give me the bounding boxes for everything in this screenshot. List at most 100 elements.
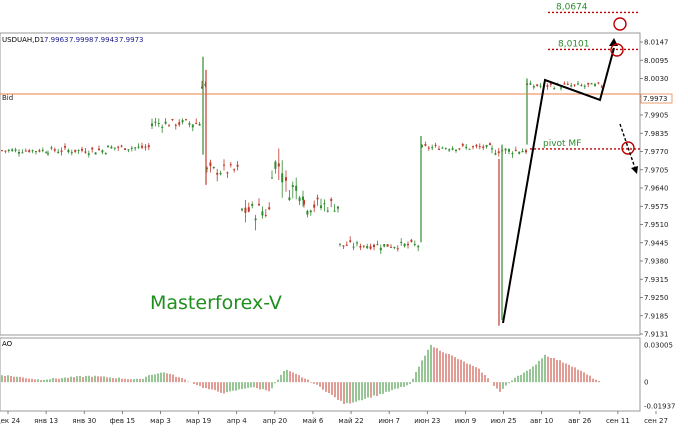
candle-body (461, 144, 464, 146)
price-axis: 8.01478.00958.00307.99657.99057.98357.97… (640, 39, 669, 339)
candle-body (57, 151, 60, 154)
candle-body (326, 210, 329, 212)
candle-body (458, 148, 461, 150)
candle-body (345, 244, 348, 246)
candle-body (45, 152, 48, 154)
symbol-label: USDUAH,D1 (2, 36, 44, 44)
candle-body (393, 246, 396, 248)
candle-body (491, 148, 493, 150)
candle-body (288, 197, 291, 201)
date-tick-label: сен 11 (606, 417, 630, 425)
candle-body (448, 149, 451, 151)
candle-body (532, 86, 535, 88)
candle-body (570, 85, 573, 87)
level-label-3: pivot MF (543, 139, 581, 149)
target-circle-1 (613, 17, 627, 31)
candle-body (244, 207, 247, 213)
candle-body (313, 204, 316, 208)
ohlc-low: 7.9943 (94, 36, 119, 44)
candle-body (18, 152, 20, 154)
candle-body (478, 146, 481, 148)
candle-body (421, 145, 423, 147)
price-tick-label: 7.9185 (644, 312, 669, 320)
date-tick-label: фев 15 (110, 417, 136, 425)
candle-body (174, 124, 177, 126)
candle-body (70, 152, 73, 154)
candle-body (50, 147, 53, 149)
price-tick-label: 8.0147 (644, 39, 669, 47)
candle-body (164, 121, 167, 124)
candle-body (525, 150, 527, 153)
candle-body (600, 86, 603, 88)
candle-body (465, 146, 468, 149)
candle-body (104, 153, 107, 155)
candle-body (441, 147, 444, 149)
candle-body (130, 147, 133, 149)
price-tick-label: 7.9250 (644, 294, 669, 302)
pivot-circle (621, 141, 635, 155)
candle-body (110, 146, 113, 149)
date-tick-label: май 22 (338, 417, 363, 425)
ao-tick-label: -0.01937 (644, 403, 675, 411)
candle-body (497, 151, 500, 154)
candle-body (309, 210, 312, 213)
candle-body (261, 211, 264, 216)
candle-body (120, 145, 123, 147)
price-tick-label: 7.9510 (644, 221, 669, 229)
candle-body (81, 148, 83, 151)
ao-histogram (1, 344, 600, 405)
bid-label: Bid (2, 94, 13, 102)
candle-body (444, 148, 447, 150)
candle-body (14, 149, 17, 151)
candle-body (281, 173, 284, 183)
candle-body (141, 145, 143, 148)
candle-body (349, 240, 352, 242)
candle-body (216, 172, 219, 175)
ao-label: AO (2, 340, 13, 348)
candle-body (107, 145, 109, 148)
candle-body (386, 244, 389, 247)
price-tick-label: 8.0095 (644, 57, 669, 65)
pivot-dashed-arrow (619, 123, 636, 169)
candle-body (113, 147, 116, 149)
candle-body (181, 120, 184, 123)
date-tick-label: июн 23 (414, 417, 440, 425)
candle-body (274, 161, 277, 169)
candle-body (451, 148, 454, 150)
candle-body (31, 150, 34, 152)
candle-body (403, 243, 406, 247)
candle-body (254, 218, 257, 221)
ao-tick-label: 0 (644, 379, 648, 387)
date-tick-label: июл 9 (455, 417, 477, 425)
date-tick-label: июл 25 (490, 417, 516, 425)
ohlc-close: 7.9973 (119, 36, 144, 44)
price-tick-label: 7.9705 (644, 166, 669, 174)
candle-body (236, 164, 239, 167)
candle-body (504, 148, 507, 151)
candle-body (168, 125, 170, 127)
candle-body (147, 145, 150, 148)
candle-body (413, 243, 416, 245)
candle-body (359, 246, 362, 248)
candle-body (333, 210, 336, 212)
candle-body (198, 123, 201, 126)
price-tick-label: 7.9640 (644, 185, 669, 193)
candle-body (134, 147, 137, 149)
candle-body (24, 150, 27, 152)
price-tick-label: 8.0030 (644, 75, 669, 83)
candle-body (549, 83, 552, 85)
candle-body (302, 196, 304, 201)
candle-body (431, 147, 434, 149)
candle-body (258, 203, 260, 206)
candle-body (390, 246, 392, 248)
candle-body (330, 198, 333, 201)
candle-body (594, 84, 596, 86)
candle-body (94, 152, 97, 155)
date-tick-label: дек 24 (0, 417, 21, 425)
price-tick-label: 7.9835 (644, 130, 669, 138)
candle-body (295, 185, 298, 191)
candle-body (373, 244, 375, 248)
candle-body (251, 204, 254, 206)
candle-body (28, 150, 31, 153)
